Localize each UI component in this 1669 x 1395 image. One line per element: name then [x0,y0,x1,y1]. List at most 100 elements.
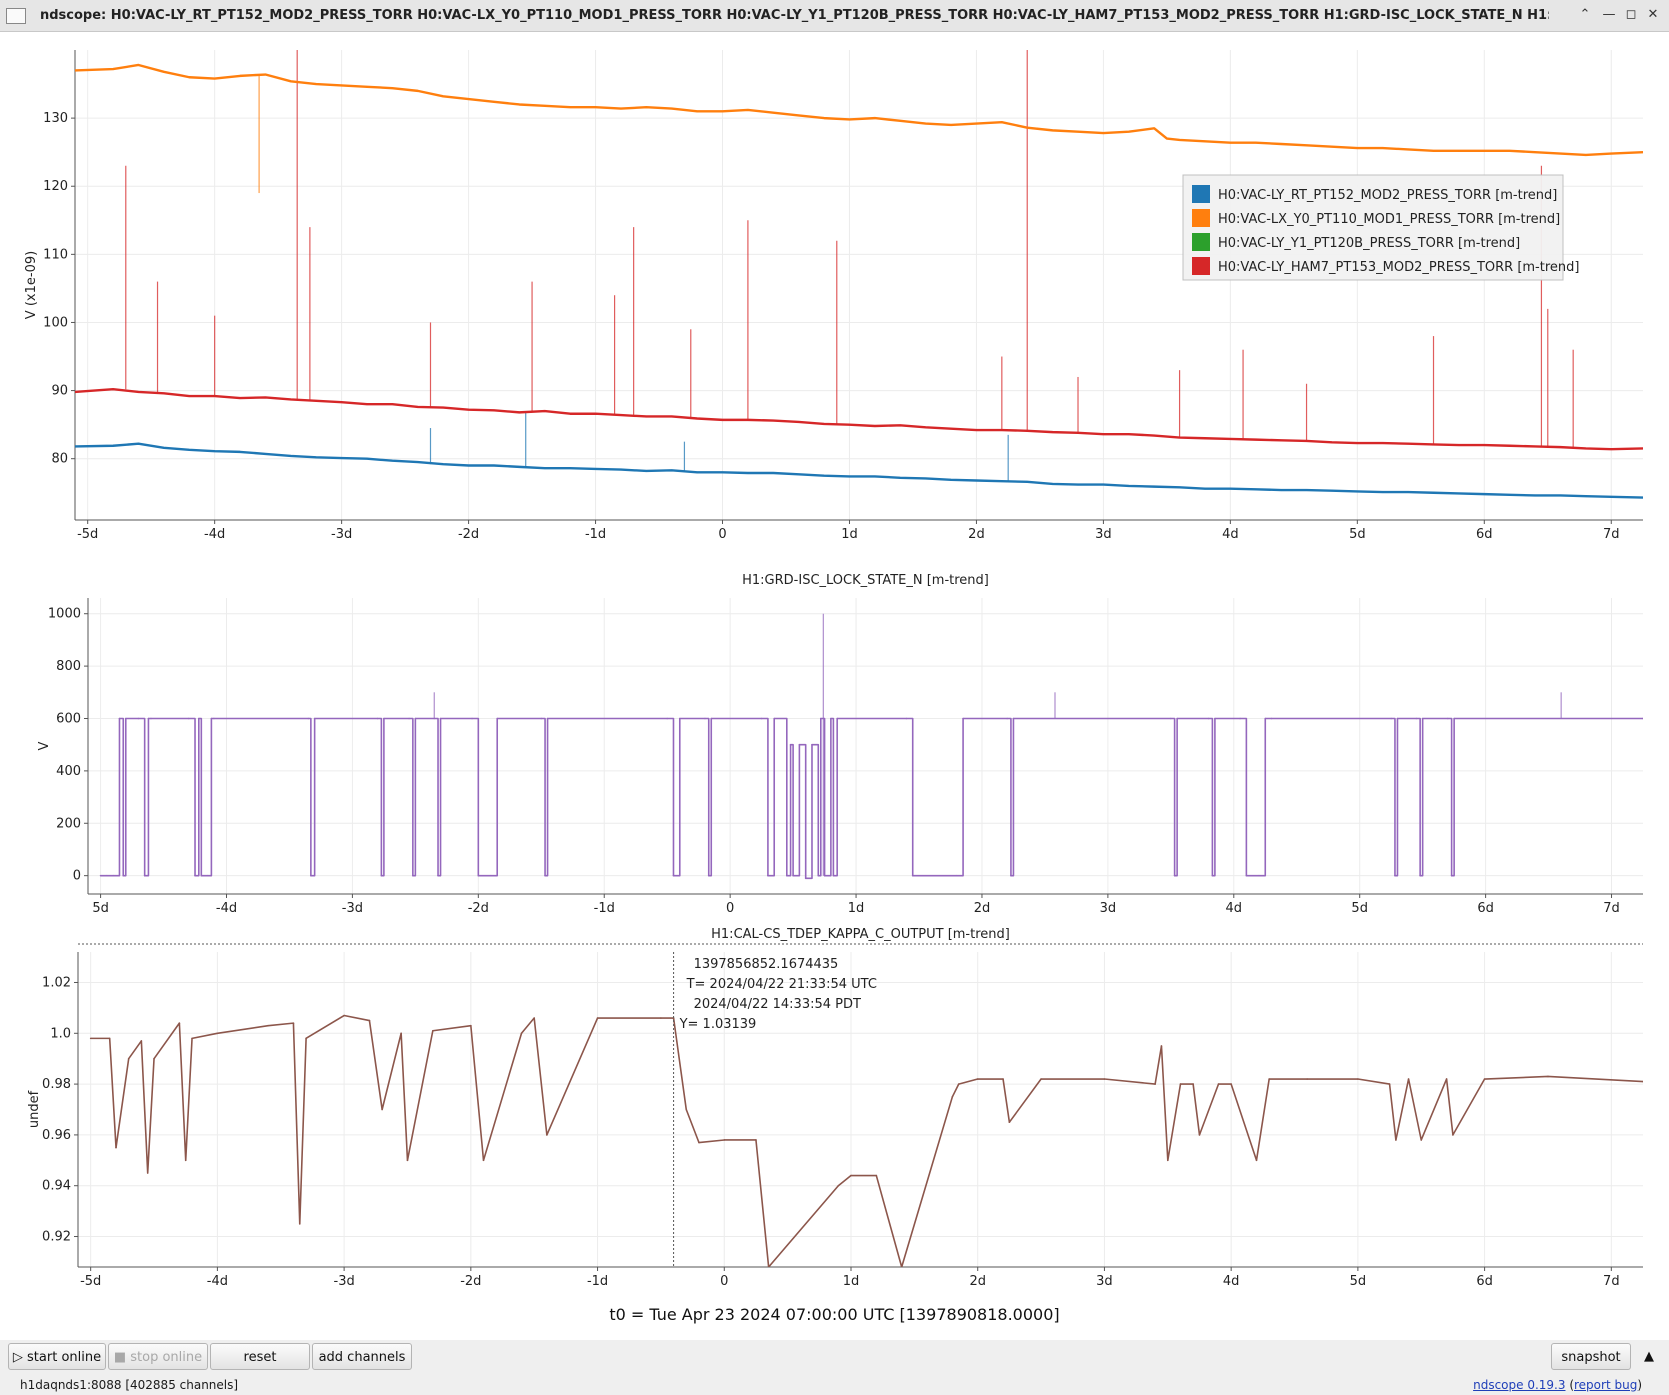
version-link[interactable]: ndscope 0.19.3 [1473,1378,1566,1392]
data-point [1642,717,1643,720]
data-point [518,411,521,414]
play-icon: ▷ [12,1350,28,1365]
data-point [1102,132,1105,134]
data-point [137,64,140,66]
data-point [1483,1078,1486,1080]
data-point [112,68,114,70]
data-point [924,426,927,429]
x-tick-label: -4d [204,527,225,542]
data-point [1270,717,1273,720]
data-point [1381,442,1384,444]
reset-button[interactable]: reset [210,1343,310,1370]
data-point [1305,440,1308,442]
stop-online-button[interactable]: ■ stop online [108,1343,208,1370]
data-point [975,429,978,431]
data-point [1077,483,1079,486]
x-tick-label: 7d [1603,1274,1620,1289]
x-tick-label: -1d [594,901,615,916]
add-channels-button[interactable]: add channels [312,1343,412,1370]
data-point [366,403,368,406]
data-point [482,1159,485,1162]
data-point [366,85,368,88]
data-point [1192,1083,1194,1085]
data-point [147,717,150,720]
data-point [307,717,310,720]
data-point [216,1032,219,1035]
data-point [544,874,546,877]
data-point [200,874,203,877]
report-bug-link[interactable]: report bug [1574,1378,1638,1392]
data-point [1483,493,1486,495]
legend [1182,174,1564,281]
data-point [900,1266,903,1267]
y-tick-label: 1000 [48,607,81,622]
y-tick-label: 130 [43,111,68,126]
x-tick-label: 5d [92,901,109,916]
x-tick-label: 3d [1095,527,1112,542]
data-point [127,1057,130,1060]
data-point [817,874,820,877]
data-point [106,874,108,877]
data-point [786,874,788,877]
data-point [315,83,318,85]
expand-up-icon[interactable]: ▲ [1644,1349,1654,1364]
data-point [1642,151,1643,153]
data-point [292,1022,295,1024]
data-point [874,475,876,478]
x-tick-label: -4d [216,901,237,916]
cursor-readout: Y= 1.03139 [679,1017,757,1032]
data-point [467,408,470,411]
data-point [122,874,125,877]
data-point [1211,874,1214,877]
data-point [1254,438,1257,441]
y-axis-label: undef [27,1090,42,1128]
data-point [672,874,675,877]
y-tick-label: 600 [56,711,81,726]
minimize-icon[interactable]: ⌃ [1579,7,1591,22]
data-point [1610,496,1613,498]
data-point [239,451,241,453]
snapshot-button[interactable]: snapshot [1551,1343,1631,1370]
data-point [417,406,419,408]
data-point [1280,489,1282,491]
data-point [1390,717,1392,720]
data-point [343,1014,345,1017]
data-point [792,874,794,877]
y-tick-label: 110 [43,247,68,262]
data-point [543,467,546,470]
status-bar: h1daqnds1:8088 [402885 channels] ndscope… [0,1374,1669,1395]
data-point [1547,1075,1549,1078]
x-tick-label: 1d [841,527,858,542]
y-axis-label: V (x1e-09) [24,251,39,319]
data-point [518,103,521,106]
start-online-button[interactable]: ▷ start online [8,1343,106,1370]
series-group [75,50,1643,499]
data-point [1160,1045,1163,1047]
close-button[interactable]: ✕ [1647,7,1659,22]
stop-icon: ■ [113,1350,131,1365]
data-point [1585,447,1587,450]
data-point [1559,494,1562,497]
data-point [1245,874,1248,877]
minimize-button[interactable]: — [1602,7,1616,22]
maximize-button[interactable]: ◻ [1625,7,1637,22]
data-point [569,467,571,470]
data-point [1268,1078,1270,1080]
data-point [1420,1139,1423,1141]
data-point [1103,1078,1106,1080]
plots-canvas[interactable]: -5d -4d -3d -2d -1d 0 1d 2d 3d 4d 5d 6d 7d 80 90 100 110… [0,32,1669,1340]
plot-area[interactable]: -5d -4d -3d -2d -1d 0 1d 2d 3d 4d 5d 6d 7d 80 90 100 110… [0,32,1669,1340]
data-point [391,459,394,462]
data-point [1026,126,1029,129]
legend-box [1182,174,1564,281]
chart-panel-2 [84,598,1643,898]
data-point [115,1146,117,1149]
data-point [772,472,775,474]
data-point [400,1032,402,1035]
data-point [1447,717,1449,720]
legend-entry: H0:VAC-LY_RT_PT152_MOD2_PRESS_TORR [m-tr… [1218,188,1557,203]
y-tick-label: 0.94 [42,1179,71,1194]
data-point [811,743,813,746]
data-point [1204,140,1206,143]
data-point [1395,1139,1397,1141]
